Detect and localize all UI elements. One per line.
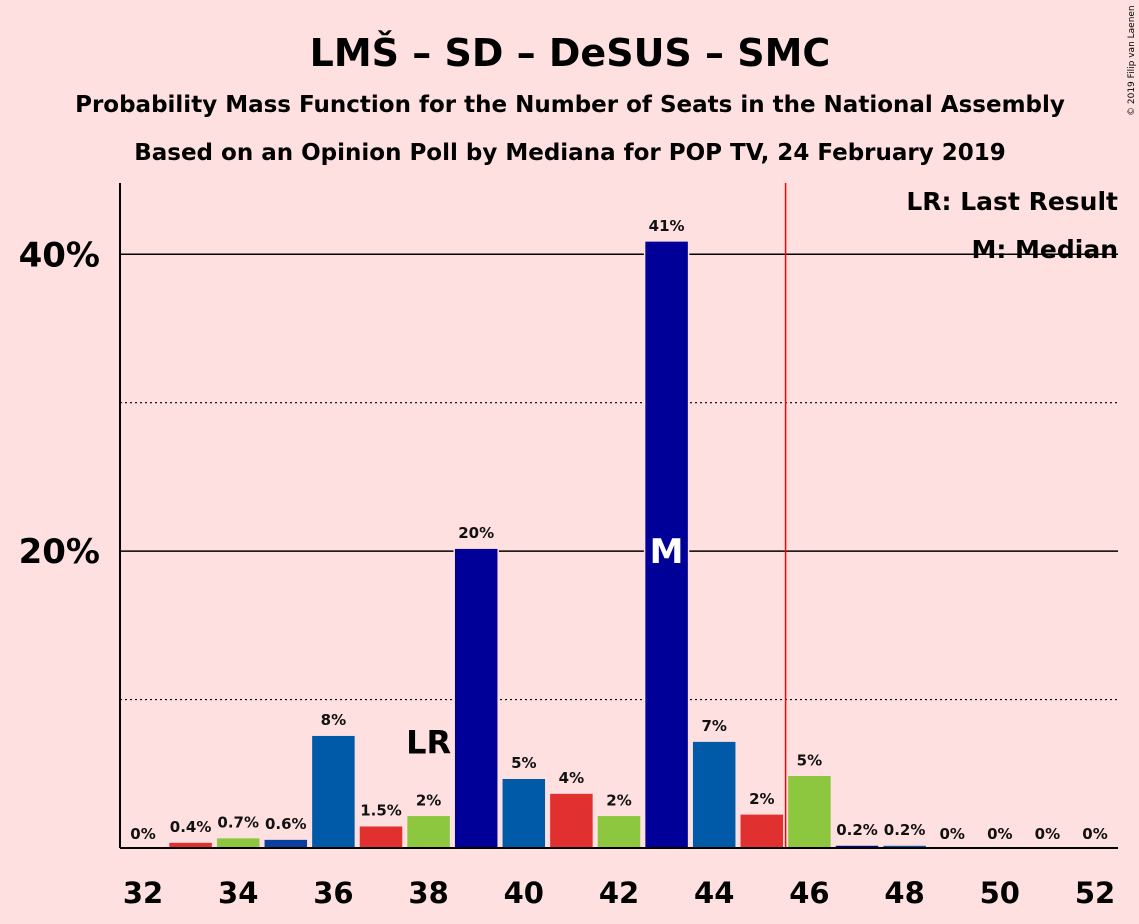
last-result-marker: LR bbox=[406, 723, 451, 761]
bar-seat-36 bbox=[310, 734, 357, 849]
bar-label-seat-51: 0% bbox=[1035, 825, 1060, 843]
y-tick-20: 20% bbox=[19, 532, 100, 572]
bar-label-seat-36: 8% bbox=[321, 711, 346, 729]
bar-seat-43 bbox=[643, 240, 690, 849]
bar-label-seat-42: 2% bbox=[606, 791, 631, 809]
bar-seat-35 bbox=[263, 838, 309, 849]
chart-subtitle: Probability Mass Function for the Number… bbox=[75, 92, 1065, 118]
bar-seat-44 bbox=[691, 740, 737, 849]
bar-label-seat-33: 0.4% bbox=[170, 818, 212, 836]
x-tick-36: 36 bbox=[313, 876, 353, 910]
x-tick-42: 42 bbox=[599, 876, 639, 910]
copyright-notice: © 2019 Filip van Laenen bbox=[1127, 5, 1137, 116]
bar-seat-41 bbox=[548, 792, 595, 849]
bar-label-seat-35: 0.6% bbox=[265, 815, 307, 833]
bar-label-seat-39: 20% bbox=[458, 524, 494, 542]
x-tick-32: 32 bbox=[123, 876, 163, 910]
x-tick-44: 44 bbox=[694, 876, 734, 910]
chart-title: LMŠ – SD – DeSUS – SMC bbox=[310, 31, 831, 75]
bar-seat-37 bbox=[358, 824, 404, 849]
axes: 32 34 36 38 40 42 44 46 48 50 52 20% 40% bbox=[19, 183, 1118, 910]
bar-label-seat-52: 0% bbox=[1082, 825, 1107, 843]
bar-label-seat-34: 0.7% bbox=[217, 814, 259, 832]
bar-label-seat-50: 0% bbox=[987, 825, 1012, 843]
legend-median: M: Median bbox=[971, 235, 1118, 264]
legend-last-result: LR: Last Result bbox=[906, 187, 1118, 216]
bar-label-seat-32: 0% bbox=[130, 825, 155, 843]
bar-label-seat-46: 5% bbox=[797, 751, 822, 769]
median-marker: M bbox=[650, 532, 684, 572]
x-tick-38: 38 bbox=[408, 876, 448, 910]
y-tick-40: 40% bbox=[19, 235, 100, 275]
overlays: LR M bbox=[406, 183, 787, 848]
bars: 0% 0.4% 0.7% 0.6% 8% 1.5% 2% 20% 5% 4% 2% 41% 7% 2% 5%… bbox=[130, 214, 1108, 849]
bar-label-seat-40: 5% bbox=[511, 754, 536, 772]
bar-label-seat-45: 2% bbox=[749, 790, 774, 808]
bar-seat-40 bbox=[501, 777, 547, 849]
bar-seat-45 bbox=[739, 813, 785, 849]
bar-seat-46 bbox=[786, 774, 833, 849]
bar-seat-39 bbox=[453, 547, 499, 849]
x-tick-46: 46 bbox=[789, 876, 829, 910]
x-tick-52: 52 bbox=[1075, 876, 1115, 910]
bar-label-seat-44: 7% bbox=[701, 717, 726, 735]
x-tick-34: 34 bbox=[218, 876, 258, 910]
x-tick-40: 40 bbox=[504, 876, 544, 910]
bar-label-seat-38: 2% bbox=[416, 791, 441, 809]
x-tick-50: 50 bbox=[980, 876, 1020, 910]
bar-seat-42 bbox=[596, 814, 642, 849]
x-tick-48: 48 bbox=[884, 876, 924, 910]
bar-label-seat-48: 0.2% bbox=[884, 821, 926, 839]
bar-label-seat-47: 0.2% bbox=[836, 821, 878, 839]
bar-seat-34 bbox=[215, 836, 261, 849]
bar-label-seat-49: 0% bbox=[939, 825, 964, 843]
chart-subtitle-source: Based on an Opinion Poll by Mediana for … bbox=[134, 140, 1006, 166]
gridlines bbox=[120, 253, 1118, 701]
bar-label-seat-37: 1.5% bbox=[360, 802, 402, 820]
bar-label-seat-41: 4% bbox=[559, 769, 584, 787]
bar-label-seat-43: 41% bbox=[649, 217, 685, 235]
bar-seat-38 bbox=[405, 814, 452, 849]
